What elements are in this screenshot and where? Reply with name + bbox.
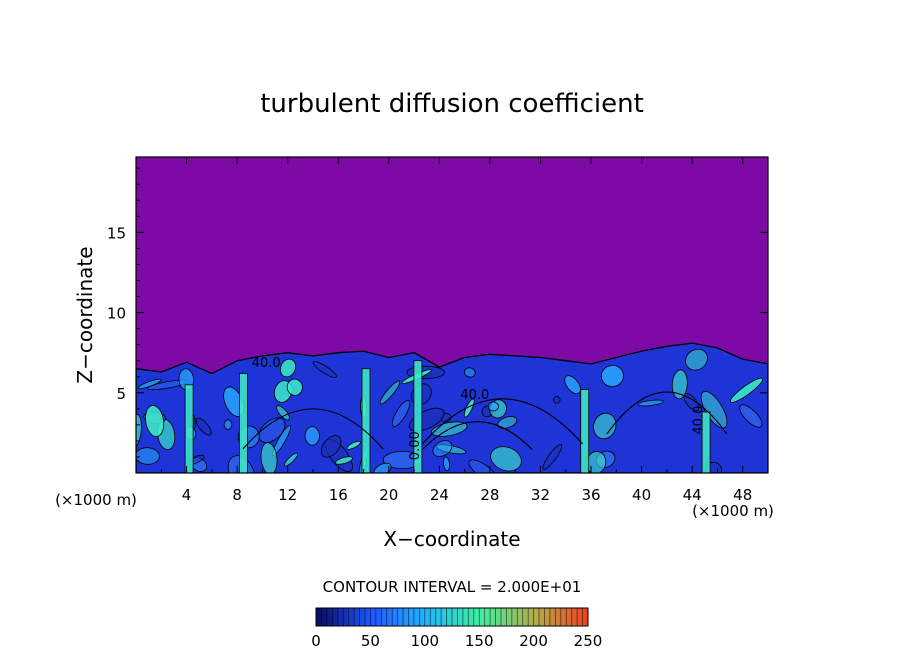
plume <box>413 360 423 473</box>
y-tick-label: 5 <box>116 385 126 403</box>
turbulent-eddy <box>312 361 337 378</box>
x-tick-label: 20 <box>379 486 398 504</box>
turbulent-eddy <box>145 405 165 437</box>
x-tick-label: 28 <box>480 486 499 504</box>
turbulent-eddy <box>443 456 450 472</box>
x-tick-label: 36 <box>581 486 600 504</box>
x-tick-label: 8 <box>232 486 242 504</box>
contour-label: 40.0 <box>252 356 281 371</box>
turbulent-eddy <box>671 369 688 400</box>
turbulent-eddy <box>564 375 581 395</box>
turbulent-eddy <box>729 377 764 403</box>
turbulent-eddy <box>136 414 142 447</box>
x-tick-label: 32 <box>531 486 550 504</box>
y-tick-label: 15 <box>107 224 126 242</box>
turbulent-eddy <box>284 452 299 467</box>
turbulent-eddy <box>258 417 286 443</box>
x-axis-ticks: 4 8 12 16 20 24 28 32 36 40 44 48 <box>160 157 752 504</box>
plume <box>238 373 248 473</box>
colorbar-ticks: 0 50 100 150 200 250 <box>311 632 602 650</box>
contour-line <box>422 398 583 445</box>
turbulent-eddy <box>593 412 617 440</box>
contour-line <box>242 408 384 450</box>
y-axis-label: Z−coordinate <box>73 246 97 383</box>
turbulent-eddy <box>320 435 342 458</box>
x-tick-label: 48 <box>733 486 752 504</box>
colorbar-tick-label: 250 <box>574 632 603 650</box>
turbulent-eddy <box>637 399 664 407</box>
turbulent-eddy <box>542 444 563 470</box>
x-tick-label: 12 <box>278 486 297 504</box>
x-unit-left: (×1000 m) <box>55 491 137 509</box>
turbulent-eddy <box>391 399 411 428</box>
turbulent-eddy <box>468 459 499 473</box>
turbulent-eddy <box>335 456 353 465</box>
chart-title: turbulent diffusion coefficient <box>260 89 644 119</box>
turbulent-eddy <box>463 398 475 418</box>
colorbar-frame <box>315 607 589 627</box>
turbulent-eddy <box>223 419 233 430</box>
colorbar-tick-label: 0 <box>311 632 321 650</box>
contour-label: 40.0 <box>691 406 706 435</box>
plume <box>361 368 371 473</box>
turbulent-eddy <box>136 447 160 465</box>
colorbar: 0 50 100 150 200 250 <box>311 607 602 650</box>
turbulent-eddy <box>286 378 303 396</box>
turbulent-eddy <box>685 348 708 371</box>
colorbar-tick-label: 100 <box>410 632 439 650</box>
x-tick-label: 16 <box>329 486 348 504</box>
plume <box>701 411 711 473</box>
contour-line <box>421 421 533 451</box>
y-axis-ticks: 5 10 15 <box>107 167 768 458</box>
contour-labels: 40.0 40.0 40.0 0.00 <box>252 356 707 460</box>
plot-frame <box>135 156 769 474</box>
turbulent-eddy <box>600 364 624 388</box>
x-axis-label: X−coordinate <box>383 527 520 551</box>
turbulent-eddy <box>304 426 320 446</box>
turbulent-eddy <box>463 367 476 378</box>
contour-label: 0.00 <box>408 431 423 460</box>
contour-interval-text: CONTOUR INTERVAL = 2.000E+01 <box>323 578 582 596</box>
turbulent-features <box>136 348 764 473</box>
turbulent-eddy <box>432 440 453 457</box>
turbulent-eddy <box>279 358 297 378</box>
turbulent-eddy <box>276 405 290 421</box>
turbulent-eddy <box>553 396 561 404</box>
contour-line <box>606 391 728 435</box>
x-tick-label: 24 <box>430 486 449 504</box>
turbulent-eddy <box>739 404 763 428</box>
turbulent-eddy <box>490 446 522 472</box>
contour-label: 40.0 <box>460 388 489 403</box>
x-tick-label: 44 <box>683 486 702 504</box>
y-tick-label: 10 <box>107 305 126 323</box>
colorbar-tick-label: 150 <box>465 632 494 650</box>
plume <box>184 384 194 473</box>
turbulent-eddy <box>195 417 212 436</box>
colorbar-tick-label: 50 <box>361 632 380 650</box>
turbulent-eddy <box>379 380 401 405</box>
x-tick-label: 40 <box>632 486 651 504</box>
turbulent-eddy <box>137 378 162 390</box>
plume <box>580 389 590 473</box>
colorbar-tick-label: 200 <box>519 632 548 650</box>
turbulent-eddy <box>487 401 499 412</box>
turbulent-eddy <box>346 440 361 450</box>
x-unit-right: (×1000 m) <box>692 502 774 520</box>
colorbar-stripes <box>315 608 589 626</box>
x-tick-label: 4 <box>182 486 192 504</box>
turbulent-eddy <box>260 442 278 473</box>
